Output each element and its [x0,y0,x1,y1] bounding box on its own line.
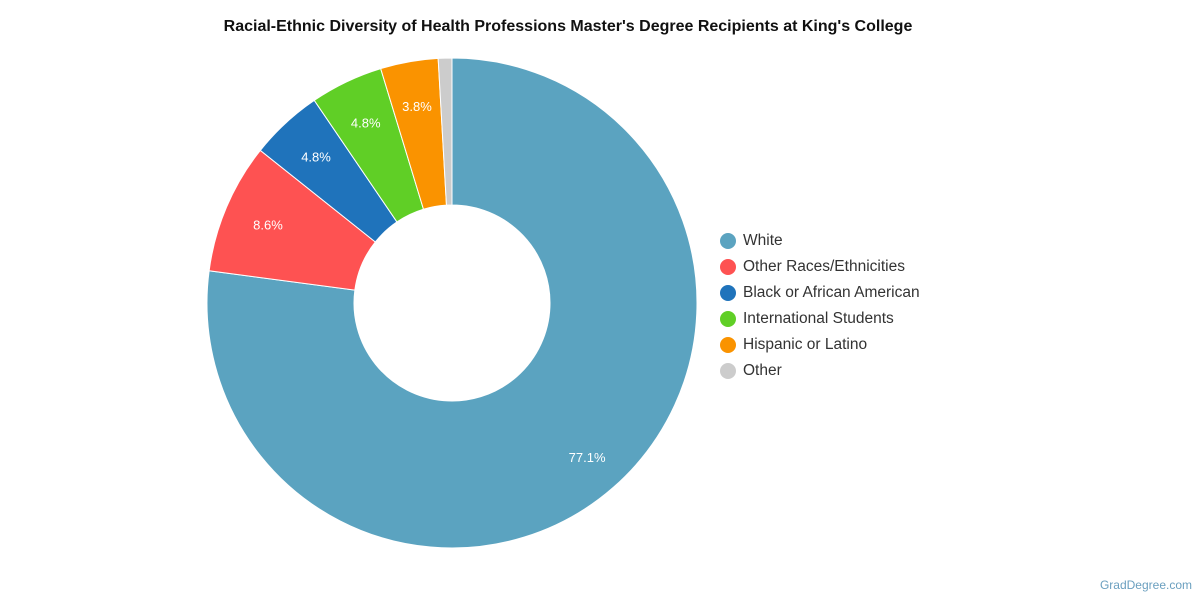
slice-white[interactable] [206,57,698,549]
legend-item[interactable]: Other [720,358,920,384]
legend-label: Hispanic or Latino [743,336,868,353]
legend-label: Other Races/Ethnicities [743,258,905,275]
legend-swatch [720,259,736,275]
data-label: 4.8% [301,149,331,164]
chart-title: Racial-Ethnic Diversity of Health Profes… [223,18,913,35]
data-label: 4.8% [351,116,381,131]
credit-link[interactable]: GradDegree.com [1099,578,1192,592]
data-label: 77.1% [569,450,606,465]
legend: White Other Races/Ethnicities Black or Afr… [720,228,920,384]
data-label: 8.6% [253,218,283,233]
legend-swatch [720,311,736,327]
legend-swatch [720,285,736,301]
legend-item[interactable]: White [720,228,920,254]
legend-label: White [743,232,783,249]
legend-swatch [720,363,736,379]
legend-label: International Students [743,310,894,327]
slice-other[interactable] [437,57,453,206]
legend-item[interactable]: Hispanic or Latino [720,332,920,358]
legend-swatch [720,233,736,249]
legend-swatch [720,337,736,353]
legend-label: Black or African American [743,284,920,301]
legend-label: Other [743,362,782,379]
legend-item[interactable]: International Students [720,306,920,332]
data-label: 3.8% [402,99,432,114]
legend-item[interactable]: Black or African American [720,280,920,306]
legend-item[interactable]: Other Races/Ethnicities [720,254,920,280]
